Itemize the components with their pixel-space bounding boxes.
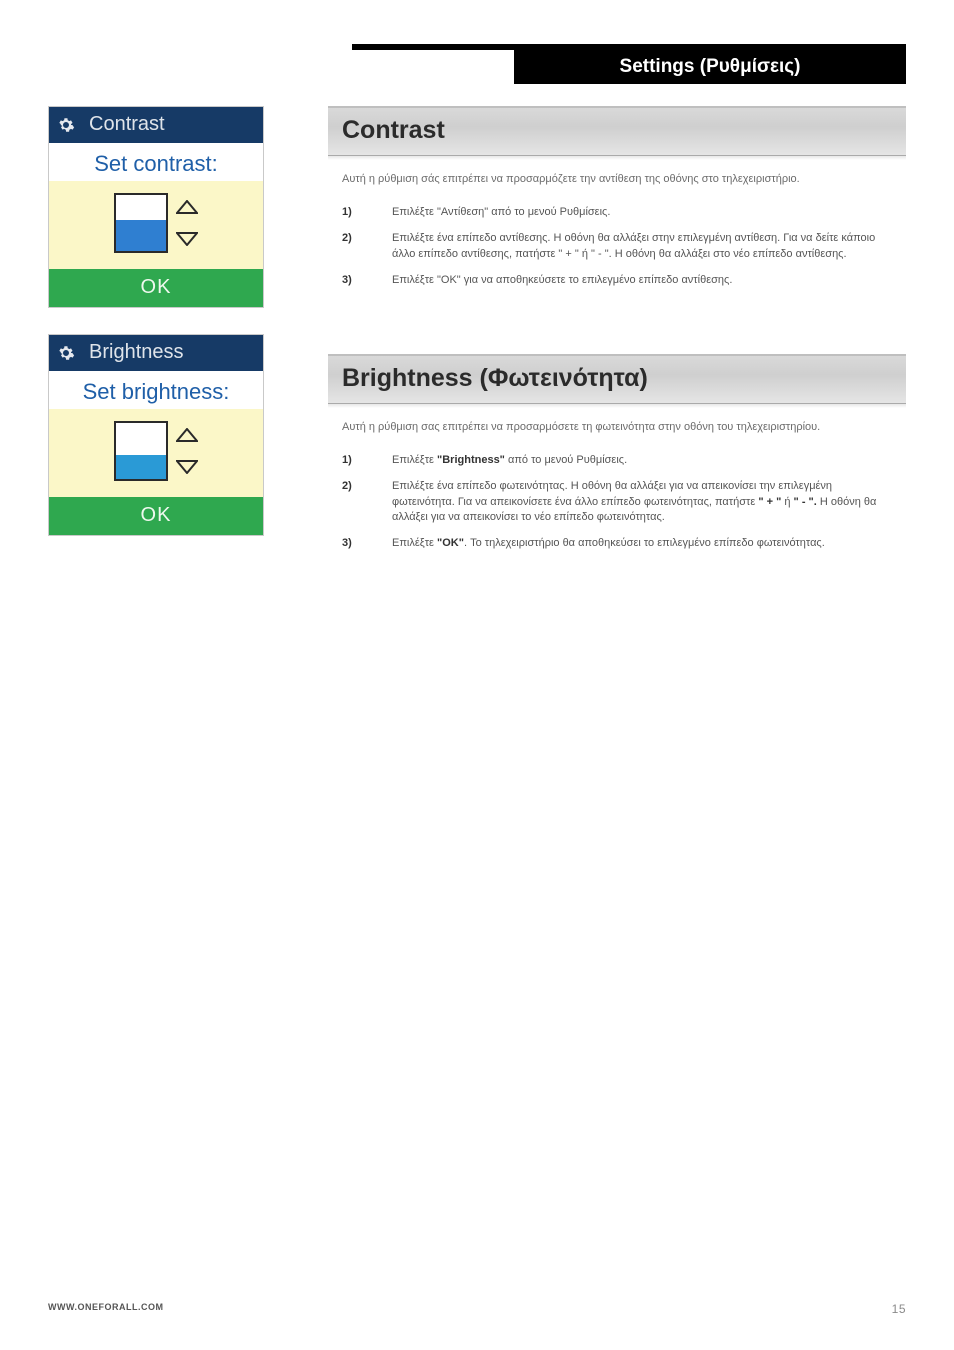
arrow-up-icon[interactable] [176, 428, 198, 442]
step-number: 1) [342, 453, 364, 469]
step-number: 3) [342, 273, 364, 289]
arrow-up-icon[interactable] [176, 200, 198, 214]
gear-icon [57, 116, 75, 134]
step-row: 1) Επιλέξτε "Αντίθεση" από το μενού Ρυθμί… [342, 200, 892, 226]
step-number: 3) [342, 536, 364, 552]
step-body: Επιλέξτε "OK" για να αποθηκεύσετε το επι… [392, 273, 732, 289]
contrast-section-heading: Contrast [328, 106, 906, 156]
brightness-widget-body [49, 409, 263, 497]
arrow-down-icon[interactable] [176, 460, 198, 474]
contrast-widget: Contrast Set contrast: [48, 106, 264, 308]
contrast-widget-title-text: Contrast [89, 113, 165, 136]
left-column: Contrast Set contrast: [48, 106, 264, 562]
top-title-text: Settings (Ρυθμίσεις) [514, 50, 906, 84]
step-row: 2) Επιλέξτε ένα επίπεδο φωτεινότητας. Η ο… [342, 474, 892, 532]
brightness-widget-subtitle: Set brightness: [49, 371, 263, 409]
brightness-section-heading: Brightness (Φωτεινότητα) [328, 354, 906, 404]
contrast-level-indicator [114, 193, 168, 253]
step-number: 2) [342, 231, 364, 263]
brightness-widget-title-text: Brightness [89, 341, 184, 364]
page-number: 15 [892, 1302, 906, 1316]
arrow-down-icon[interactable] [176, 232, 198, 246]
step-number: 2) [342, 479, 364, 527]
gear-icon [57, 344, 75, 362]
step-body: Επιλέξτε "OK". Το τηλεχειριστήριο θα απο… [392, 536, 825, 552]
contrast-intro-text: Αυτή η ρύθμιση σάς επιτρέπει να προσαρμό… [328, 156, 906, 200]
page-footer: WWW.ONEFORALL.COM 15 [48, 1302, 906, 1316]
content-column: Contrast Αυτή η ρύθμιση σάς επιτρέπει να… [328, 106, 906, 581]
top-title-bar-spacer [352, 50, 514, 84]
step-body: Επιλέξτε "Brightness" από το μενού Ρυθμί… [392, 453, 627, 469]
brightness-intro-text: Αυτή η ρύθμιση σας επιτρέπει να προσαρμό… [328, 404, 906, 448]
brightness-steps: 1) Επιλέξτε "Brightness" από το μενού Ρυθ… [328, 448, 906, 582]
step-row: 3) Επιλέξτε "OK" για να αποθηκεύσετε το ε… [342, 268, 892, 294]
step-body: Επιλέξτε "Αντίθεση" από το μενού Ρυθμίσε… [392, 205, 610, 221]
brightness-ok-button[interactable]: OK [49, 497, 263, 535]
step-body: Επιλέξτε ένα επίπεδο αντίθεσης. Η οθόνη … [392, 231, 892, 263]
contrast-steps: 1) Επιλέξτε "Αντίθεση" από το μενού Ρυθμί… [328, 200, 906, 318]
brightness-widget-title: Brightness [49, 335, 263, 371]
step-row: 1) Επιλέξτε "Brightness" από το μενού Ρυθ… [342, 448, 892, 474]
contrast-widget-body [49, 181, 263, 269]
contrast-widget-subtitle: Set contrast: [49, 143, 263, 181]
top-title-bar: Settings (Ρυθμίσεις) [352, 44, 906, 84]
contrast-ok-button[interactable]: OK [49, 269, 263, 307]
footer-url: WWW.ONEFORALL.COM [48, 1302, 163, 1316]
brightness-widget: Brightness Set brightness: [48, 334, 264, 536]
step-row: 3) Επιλέξτε "OK". Το τηλεχειριστήριο θα α… [342, 531, 892, 557]
step-body: Επιλέξτε ένα επίπεδο φωτεινότητας. Η οθό… [392, 479, 892, 527]
step-number: 1) [342, 205, 364, 221]
contrast-widget-title: Contrast [49, 107, 263, 143]
brightness-level-indicator [114, 421, 168, 481]
step-row: 2) Επιλέξτε ένα επίπεδο αντίθεσης. Η οθόν… [342, 226, 892, 268]
